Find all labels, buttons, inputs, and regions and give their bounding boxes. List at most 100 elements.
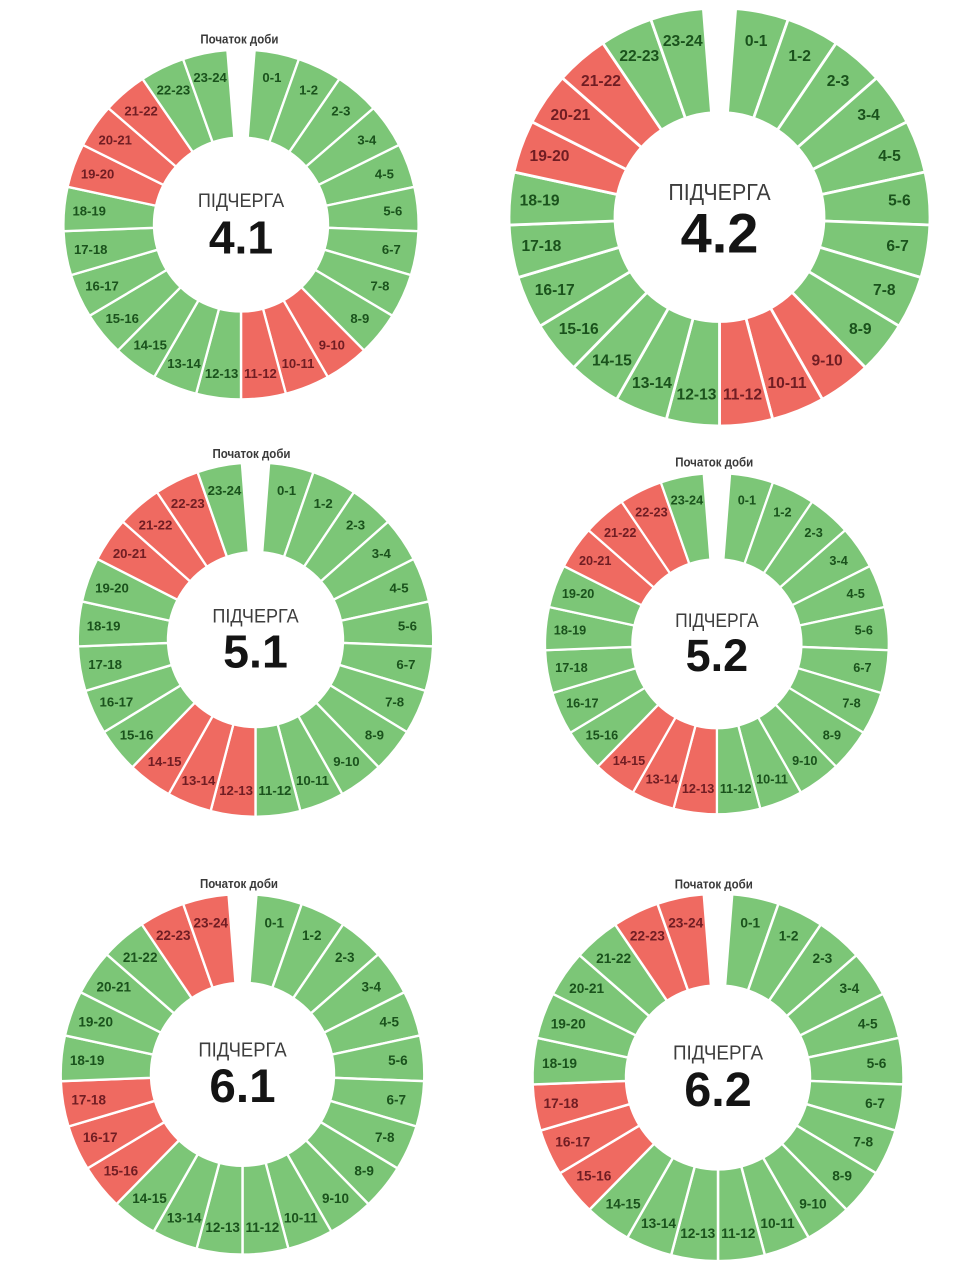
svg-text:7-8: 7-8 bbox=[385, 694, 404, 709]
svg-text:7-8: 7-8 bbox=[375, 1130, 395, 1145]
svg-text:20-21: 20-21 bbox=[579, 554, 611, 568]
svg-text:3-4: 3-4 bbox=[357, 132, 377, 147]
svg-text:14-15: 14-15 bbox=[132, 1191, 167, 1206]
svg-text:ПІДЧЕРГА: ПІДЧЕРГА bbox=[198, 1040, 287, 1062]
svg-text:2-3: 2-3 bbox=[331, 104, 350, 119]
svg-text:13-14: 13-14 bbox=[646, 773, 678, 787]
svg-text:11-12: 11-12 bbox=[258, 783, 291, 798]
svg-text:4.2: 4.2 bbox=[681, 201, 759, 264]
svg-text:15-16: 15-16 bbox=[105, 311, 139, 326]
svg-text:20-21: 20-21 bbox=[113, 546, 147, 561]
svg-text:19-20: 19-20 bbox=[562, 587, 594, 601]
svg-text:8-9: 8-9 bbox=[365, 727, 384, 742]
svg-text:13-14: 13-14 bbox=[641, 1216, 676, 1231]
svg-text:19-20: 19-20 bbox=[551, 1017, 586, 1032]
svg-text:18-19: 18-19 bbox=[554, 624, 586, 638]
svg-text:6-7: 6-7 bbox=[865, 1096, 885, 1111]
svg-text:1-2: 1-2 bbox=[314, 496, 333, 511]
svg-text:13-14: 13-14 bbox=[167, 1210, 202, 1225]
svg-text:14-15: 14-15 bbox=[606, 1197, 641, 1212]
svg-text:ПІДЧЕРГА: ПІДЧЕРГА bbox=[673, 1042, 763, 1065]
svg-text:13-14: 13-14 bbox=[182, 773, 216, 788]
svg-text:7-8: 7-8 bbox=[371, 278, 390, 293]
svg-text:21-22: 21-22 bbox=[604, 526, 636, 540]
svg-text:17-18: 17-18 bbox=[521, 238, 561, 255]
svg-text:15-16: 15-16 bbox=[104, 1164, 139, 1179]
svg-text:3-4: 3-4 bbox=[857, 107, 880, 124]
svg-text:18-19: 18-19 bbox=[542, 1056, 577, 1071]
svg-text:11-12: 11-12 bbox=[723, 386, 762, 403]
svg-text:21-22: 21-22 bbox=[124, 104, 158, 119]
svg-text:1-2: 1-2 bbox=[302, 928, 322, 943]
svg-text:3-4: 3-4 bbox=[829, 554, 847, 568]
svg-text:23-24: 23-24 bbox=[194, 915, 229, 930]
svg-text:9-10: 9-10 bbox=[319, 338, 345, 353]
svg-text:Початок доби: Початок доби bbox=[213, 446, 291, 461]
svg-text:14-15: 14-15 bbox=[148, 754, 182, 769]
svg-text:3-4: 3-4 bbox=[840, 981, 860, 996]
svg-text:4-5: 4-5 bbox=[847, 587, 865, 601]
svg-text:22-23: 22-23 bbox=[157, 83, 191, 98]
svg-text:15-16: 15-16 bbox=[576, 1169, 611, 1184]
svg-text:22-23: 22-23 bbox=[171, 496, 205, 511]
svg-text:10-11: 10-11 bbox=[756, 773, 788, 787]
svg-text:21-22: 21-22 bbox=[581, 73, 621, 90]
svg-text:4-5: 4-5 bbox=[878, 148, 901, 165]
svg-text:2-3: 2-3 bbox=[813, 951, 833, 966]
svg-text:5.2: 5.2 bbox=[686, 630, 749, 681]
svg-text:22-23: 22-23 bbox=[635, 506, 667, 520]
svg-text:15-16: 15-16 bbox=[120, 727, 154, 742]
svg-text:22-23: 22-23 bbox=[619, 48, 659, 65]
svg-text:20-21: 20-21 bbox=[97, 979, 132, 994]
svg-text:5-6: 5-6 bbox=[867, 1056, 887, 1071]
svg-text:2-3: 2-3 bbox=[827, 73, 850, 90]
svg-text:0-1: 0-1 bbox=[740, 916, 760, 931]
svg-text:7-8: 7-8 bbox=[842, 697, 860, 711]
svg-text:12-13: 12-13 bbox=[677, 386, 717, 403]
svg-text:10-11: 10-11 bbox=[767, 375, 806, 392]
svg-text:9-10: 9-10 bbox=[799, 1197, 827, 1212]
svg-text:6-7: 6-7 bbox=[382, 242, 401, 257]
svg-text:10-11: 10-11 bbox=[760, 1216, 795, 1231]
svg-text:4.1: 4.1 bbox=[209, 211, 273, 263]
svg-text:19-20: 19-20 bbox=[78, 1015, 113, 1030]
svg-text:11-12: 11-12 bbox=[721, 1226, 756, 1241]
svg-text:11-12: 11-12 bbox=[244, 366, 277, 381]
svg-text:Початок доби: Початок доби bbox=[200, 31, 278, 46]
svg-text:20-21: 20-21 bbox=[98, 132, 132, 147]
svg-text:ПІДЧЕРГА: ПІДЧЕРГА bbox=[212, 606, 299, 628]
svg-text:21-22: 21-22 bbox=[139, 517, 173, 532]
svg-text:14-15: 14-15 bbox=[613, 754, 645, 768]
svg-text:18-19: 18-19 bbox=[87, 619, 121, 634]
svg-text:16-17: 16-17 bbox=[85, 278, 119, 293]
svg-text:22-23: 22-23 bbox=[630, 929, 665, 944]
svg-text:Початок доби: Початок доби bbox=[675, 877, 753, 892]
svg-text:13-14: 13-14 bbox=[632, 375, 672, 392]
svg-text:8-9: 8-9 bbox=[832, 1169, 852, 1184]
svg-text:9-10: 9-10 bbox=[792, 754, 817, 768]
svg-text:14-15: 14-15 bbox=[133, 338, 167, 353]
svg-text:5-6: 5-6 bbox=[888, 193, 911, 210]
svg-text:18-19: 18-19 bbox=[70, 1053, 105, 1068]
svg-text:17-18: 17-18 bbox=[543, 1096, 578, 1111]
svg-text:1-2: 1-2 bbox=[299, 83, 318, 98]
svg-text:18-19: 18-19 bbox=[72, 204, 106, 219]
svg-text:16-17: 16-17 bbox=[535, 282, 575, 299]
svg-text:5-6: 5-6 bbox=[388, 1053, 408, 1068]
svg-text:4-5: 4-5 bbox=[375, 166, 394, 181]
svg-text:21-22: 21-22 bbox=[123, 950, 158, 965]
svg-text:7-8: 7-8 bbox=[853, 1134, 873, 1149]
svg-text:12-13: 12-13 bbox=[219, 783, 253, 798]
svg-text:10-11: 10-11 bbox=[296, 773, 329, 788]
svg-text:6.2: 6.2 bbox=[684, 1063, 752, 1117]
svg-text:12-13: 12-13 bbox=[680, 1226, 715, 1241]
svg-text:23-24: 23-24 bbox=[671, 493, 703, 507]
svg-text:6-7: 6-7 bbox=[396, 657, 415, 672]
svg-text:Початок доби: Початок доби bbox=[675, 455, 753, 470]
svg-text:5-6: 5-6 bbox=[383, 204, 402, 219]
svg-text:1-2: 1-2 bbox=[773, 506, 791, 520]
svg-text:7-8: 7-8 bbox=[873, 282, 896, 299]
svg-text:Початок доби: Початок доби bbox=[200, 876, 278, 891]
svg-text:17-18: 17-18 bbox=[555, 661, 587, 675]
svg-text:17-18: 17-18 bbox=[88, 657, 122, 672]
